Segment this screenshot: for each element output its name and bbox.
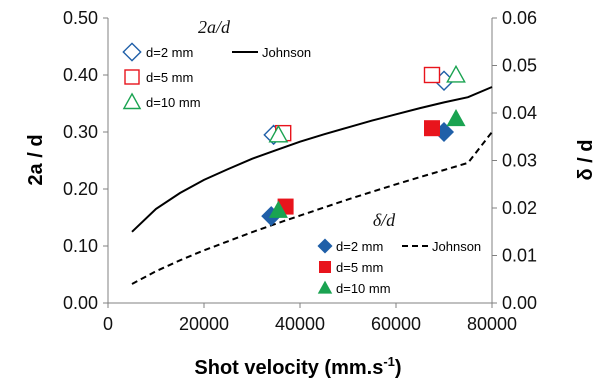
x-tick-label: 80000 <box>467 314 517 334</box>
open-triangle-point <box>268 124 289 143</box>
johnson-solid-line <box>131 86 493 233</box>
y-left-tick-label: 0.20 <box>63 179 98 199</box>
legend-label: d=2 mm <box>146 45 193 60</box>
legend-johnson-label: Johnson <box>432 239 481 254</box>
y-right-tick-label: 0.06 <box>502 8 537 28</box>
legend-label: d=10 mm <box>336 281 391 296</box>
x-tick-label: 40000 <box>275 314 325 334</box>
y-left-tick-label: 0.50 <box>63 8 98 28</box>
filled-square-point <box>424 120 440 137</box>
y-left-tick-label: 0.00 <box>63 293 98 313</box>
y-right-tick-label: 0.00 <box>502 293 537 313</box>
y-right-tick-label: 0.03 <box>502 151 537 171</box>
legend-square-marker <box>124 69 140 85</box>
y-axis-right-title: δ / d <box>575 139 597 180</box>
y-right-tick-label: 0.01 <box>502 246 537 266</box>
x-tick-label: 0 <box>103 314 113 334</box>
y-right-tick-label: 0.05 <box>502 56 537 76</box>
x-tick-label: 60000 <box>371 314 421 334</box>
legend-layer: 2a/d d=2 mm d=5 mm d=10 mm Johnson δ/d d=2 mm d… <box>122 17 481 296</box>
filled-triangle-point <box>446 108 466 127</box>
open-square-point <box>423 66 441 84</box>
x-axis-title-main: Shot velocity (mm.s <box>194 357 383 379</box>
x-axis-title-close: ) <box>395 357 402 379</box>
x-axis-title: Shot velocity (mm.s-1) <box>194 354 401 379</box>
legend-johnson-label: Johnson <box>262 45 311 60</box>
y-right-tick-label: 0.04 <box>502 103 537 123</box>
y-left-tick-label: 0.40 <box>63 65 98 85</box>
legend-label: d=10 mm <box>146 95 201 110</box>
x-tick-label: 20000 <box>179 314 229 334</box>
legend-diamond-marker <box>317 238 333 254</box>
lines-layer <box>131 86 493 285</box>
points-layer <box>261 64 466 227</box>
legend-square-marker <box>319 261 331 273</box>
axes-layer: 0 20000 40000 60000 800000.000.100.200.300.4… <box>63 8 537 334</box>
legend-diamond-marker <box>122 42 142 62</box>
legend-label: d=2 mm <box>336 239 383 254</box>
legend-triangle-marker <box>317 280 333 294</box>
legend-title-delta-d: δ/d <box>373 210 396 230</box>
legend-label: d=5 mm <box>336 260 383 275</box>
legend-label: d=5 mm <box>146 70 193 85</box>
y-left-tick-label: 0.30 <box>63 122 98 142</box>
johnson-dashed-line <box>131 131 493 285</box>
x-axis-title-superscript: -1 <box>383 354 395 369</box>
y-right-tick-label: 0.02 <box>502 198 537 218</box>
filled-triangle-point <box>268 200 288 218</box>
y-axis-left-title: 2a / d <box>25 134 47 185</box>
open-triangle-point <box>446 64 466 83</box>
y-left-tick-label: 0.10 <box>63 236 98 256</box>
legend-triangle-marker <box>122 92 142 110</box>
legend-title-2a-d: 2a/d <box>198 17 231 37</box>
